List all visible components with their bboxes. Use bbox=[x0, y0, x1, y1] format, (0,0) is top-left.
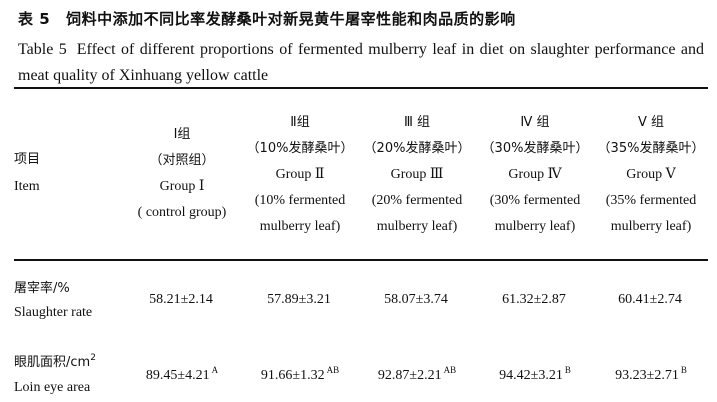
row-1-value-group-3: 58.07±3.74 bbox=[384, 292, 448, 307]
row-2-value-group-4: 94.42±3.21 B bbox=[499, 365, 571, 384]
group-1-header: Ⅰ组 （对照组） Group Ⅰ ( control group) bbox=[120, 122, 244, 226]
group-3-header: Ⅲ 组 （20%发酵桑叶） Group Ⅲ (20% fermented mul… bbox=[356, 110, 478, 240]
row-1-value-group-1: 58.21±2.14 bbox=[149, 292, 213, 307]
group-4-name-en: Group Ⅳ bbox=[508, 167, 562, 182]
group-2-desc-en2: mulberry leaf) bbox=[259, 219, 341, 234]
row-2-label-en: Loin eye area bbox=[14, 380, 91, 395]
group-3-desc-zh: （20%发酵桑叶） bbox=[363, 141, 471, 156]
table-top-rule bbox=[14, 87, 708, 89]
group-5-desc-en: (35% fermented bbox=[605, 193, 697, 208]
group-1-name-zh: Ⅰ组 bbox=[173, 127, 191, 142]
group-2-desc-zh: （10%发酵桑叶） bbox=[246, 141, 354, 156]
item-header-en: Item bbox=[14, 179, 40, 194]
group-4-desc-en: (30% fermented bbox=[489, 193, 581, 208]
item-header-zh: 项目 bbox=[14, 152, 41, 167]
group-5-header: Ⅴ 组 （35%发酵桑叶） Group Ⅴ (35% fermented mul… bbox=[590, 110, 712, 240]
row-2-label-zh: 眼肌面积/cm2 bbox=[14, 353, 96, 371]
group-3-name-zh: Ⅲ 组 bbox=[403, 115, 431, 130]
group-2-header: Ⅱ组 （10%发酵桑叶） Group Ⅱ (10% fermented mulb… bbox=[240, 110, 360, 240]
table-caption-zh: 饲料中添加不同比率发酵桑叶对新晃黄牛屠宰性能和肉品质的影响 bbox=[66, 10, 516, 28]
table-caption-en: Effect of different proportions of ferme… bbox=[18, 41, 704, 84]
table-title-en: Table 5 Effect of different proportions o… bbox=[18, 37, 704, 89]
group-4-header: Ⅳ 组 （30%发酵桑叶） Group Ⅳ (30% fermented mul… bbox=[474, 110, 596, 240]
table-header-rule bbox=[14, 259, 708, 261]
group-3-desc-en2: mulberry leaf) bbox=[376, 219, 458, 234]
row-2-value-group-5: 93.23±2.71 B bbox=[615, 365, 687, 384]
group-2-name-zh: Ⅱ组 bbox=[290, 115, 310, 130]
row-2-value-group-3: 92.87±2.21 AB bbox=[377, 365, 457, 384]
group-4-desc-en2: mulberry leaf) bbox=[494, 219, 576, 234]
group-2-desc-en: (10% fermented bbox=[254, 193, 346, 208]
group-5-desc-en2: mulberry leaf) bbox=[610, 219, 692, 234]
group-5-name-en: Group Ⅴ bbox=[626, 167, 676, 182]
row-2-value-group-2: 91.66±1.32 AB bbox=[260, 365, 340, 384]
group-3-name-en: Group Ⅲ bbox=[390, 167, 444, 182]
group-5-desc-zh: （35%发酵桑叶） bbox=[597, 141, 705, 156]
group-1-desc-en: ( control group) bbox=[137, 205, 227, 220]
table-number-zh: 表 5 bbox=[18, 10, 51, 28]
row-1-label-en: Slaughter rate bbox=[14, 305, 93, 320]
table-title-zh: 表 5 饲料中添加不同比率发酵桑叶对新晃黄牛屠宰性能和肉品质的影响 bbox=[18, 8, 516, 29]
row-1-value-group-2: 57.89±3.21 bbox=[267, 292, 331, 307]
group-4-desc-zh: （30%发酵桑叶） bbox=[481, 141, 589, 156]
group-1-name-en: Group Ⅰ bbox=[159, 179, 205, 194]
group-1-desc-zh: （对照组） bbox=[149, 153, 215, 168]
group-4-name-zh: Ⅳ 组 bbox=[520, 115, 550, 130]
group-3-desc-en: (20% fermented bbox=[371, 193, 463, 208]
row-1-label-zh: 屠宰率/% bbox=[14, 281, 70, 296]
group-2-name-en: Group Ⅱ bbox=[275, 167, 325, 182]
row-1-value-group-5: 60.41±2.74 bbox=[618, 292, 682, 307]
table-number-en: Table 5 bbox=[18, 41, 67, 58]
group-5-name-zh: Ⅴ 组 bbox=[637, 115, 665, 130]
row-2-value-group-1: 89.45±4.21 A bbox=[145, 365, 219, 384]
row-1-value-group-4: 61.32±2.87 bbox=[502, 292, 566, 307]
